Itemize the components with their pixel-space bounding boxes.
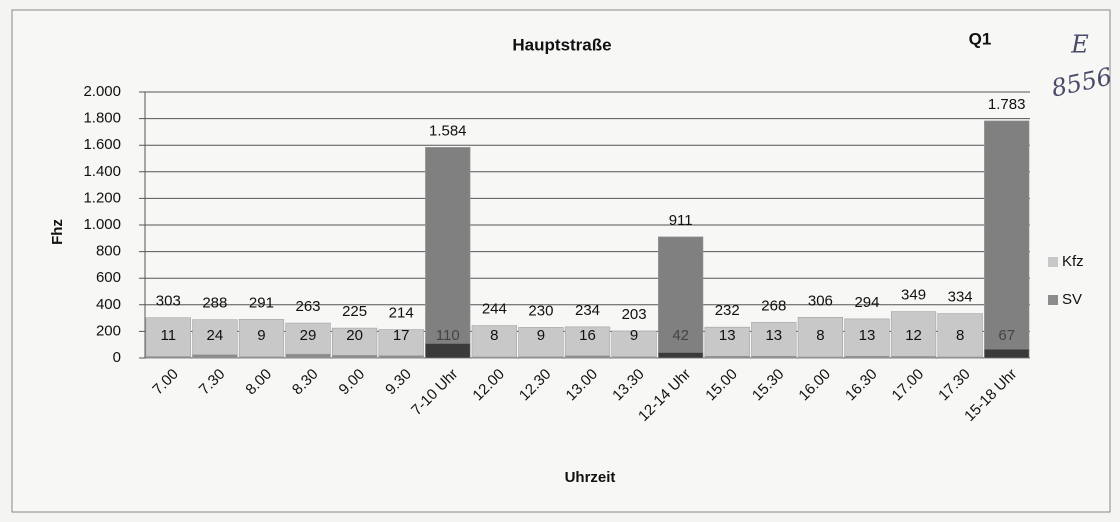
data-label: 24 xyxy=(207,327,224,344)
data-label: 13 xyxy=(719,327,736,344)
bar xyxy=(564,326,611,359)
data-label: 13 xyxy=(765,327,782,344)
bar xyxy=(331,355,378,359)
data-label: 911 xyxy=(669,212,693,229)
bar xyxy=(471,325,517,359)
y-tick-label: 1.200 xyxy=(83,189,121,206)
bar xyxy=(751,356,797,359)
data-label: 8 xyxy=(816,327,824,344)
data-label: 263 xyxy=(296,298,321,315)
data-label: 268 xyxy=(761,297,786,314)
data-label: 1.584 xyxy=(429,122,467,139)
data-label: 291 xyxy=(249,294,274,311)
data-label: 8 xyxy=(956,327,964,344)
bar xyxy=(937,313,983,359)
y-tick-label: 2.000 xyxy=(83,83,121,100)
data-label: 334 xyxy=(948,289,973,306)
data-label: 232 xyxy=(715,302,740,319)
bar xyxy=(984,348,1030,359)
data-label: 294 xyxy=(854,294,879,311)
data-label: 67 xyxy=(998,327,1015,344)
data-label: 303 xyxy=(156,293,181,310)
data-label: 234 xyxy=(575,302,600,319)
bar xyxy=(238,356,285,359)
bar xyxy=(285,322,331,359)
data-label: 110 xyxy=(436,327,460,344)
bar xyxy=(797,317,844,359)
bar xyxy=(145,317,191,359)
bar xyxy=(658,236,704,359)
bar xyxy=(518,327,564,359)
data-label: 288 xyxy=(202,295,227,312)
y-axis-label: Fhz xyxy=(49,219,66,245)
data-label: 1.783 xyxy=(988,96,1026,113)
data-label: 225 xyxy=(342,303,367,320)
bar xyxy=(518,356,564,359)
data-label: 244 xyxy=(482,301,507,318)
y-tick-label: 1.600 xyxy=(83,136,121,153)
bar xyxy=(844,356,890,359)
bar xyxy=(984,120,1030,359)
y-tick-label: 1.800 xyxy=(83,110,121,127)
data-label: 11 xyxy=(161,327,177,344)
bar xyxy=(378,355,424,359)
bar xyxy=(704,356,750,359)
data-label: 9 xyxy=(257,327,265,344)
legend-swatch xyxy=(1048,295,1058,305)
bar xyxy=(611,356,657,359)
bar xyxy=(797,356,844,359)
bar xyxy=(564,355,611,359)
data-label: 20 xyxy=(346,327,363,344)
data-label: 230 xyxy=(528,302,553,319)
y-tick-label: 0 xyxy=(113,349,121,366)
data-label: 17 xyxy=(393,327,410,344)
legend-label: SV xyxy=(1062,291,1082,308)
data-label: 203 xyxy=(622,306,647,323)
data-label: 9 xyxy=(537,327,545,344)
bar xyxy=(192,319,238,359)
bar xyxy=(937,356,983,359)
bar xyxy=(425,147,471,359)
data-label: 214 xyxy=(389,305,414,322)
y-tick-label: 200 xyxy=(96,322,121,339)
bar xyxy=(331,327,378,359)
data-label: 42 xyxy=(672,327,689,344)
data-label: 13 xyxy=(859,327,876,344)
bar xyxy=(890,311,937,359)
bar xyxy=(658,352,704,359)
data-label: 9 xyxy=(630,327,638,344)
y-tick-label: 800 xyxy=(96,243,121,260)
data-label: 349 xyxy=(901,287,926,304)
bar xyxy=(751,322,797,359)
data-label: 12 xyxy=(905,327,922,344)
y-tick-label: 400 xyxy=(96,296,121,313)
data-label: 8 xyxy=(490,327,498,344)
bar xyxy=(378,329,424,359)
data-label: 16 xyxy=(579,327,596,344)
y-tick-label: 600 xyxy=(96,269,121,286)
chart-title: Hauptstraße xyxy=(512,35,611,54)
bar xyxy=(611,330,657,359)
bar xyxy=(285,353,331,359)
bar xyxy=(890,356,937,359)
legend-swatch xyxy=(1048,257,1058,267)
bar xyxy=(238,319,285,359)
bar xyxy=(145,356,191,359)
annotation: Q1 xyxy=(969,29,992,48)
handwritten-note: E xyxy=(1070,31,1089,59)
y-tick-label: 1.000 xyxy=(83,216,121,233)
x-axis-label: Uhrzeit xyxy=(565,469,616,486)
bar xyxy=(425,343,471,359)
bar xyxy=(704,326,750,359)
chart-frame xyxy=(11,9,1111,513)
bar xyxy=(192,354,238,359)
bar xyxy=(471,356,517,359)
data-label: 306 xyxy=(808,292,833,309)
data-label: 29 xyxy=(300,327,317,344)
y-tick-label: 1.400 xyxy=(83,163,121,180)
legend-label: Kfz xyxy=(1062,253,1084,270)
